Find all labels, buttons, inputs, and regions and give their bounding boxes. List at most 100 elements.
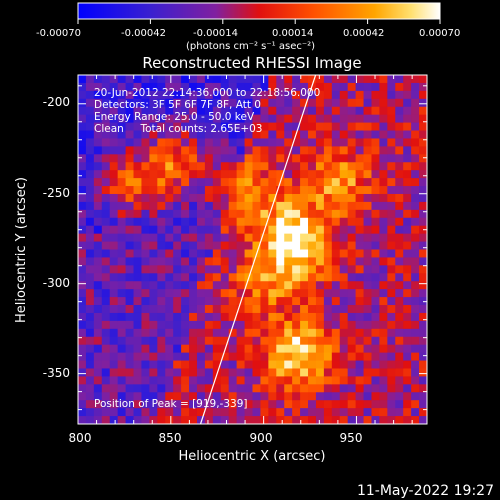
heatmap-cell [387, 114, 396, 124]
heatmap-cell [181, 186, 190, 195]
heatmap-cell [165, 360, 174, 370]
heatmap-cell [181, 241, 190, 251]
heatmap-cell [260, 162, 269, 171]
heatmap-cell [363, 320, 373, 330]
heatmap-cell [363, 90, 373, 100]
heatmap-cell [125, 225, 135, 235]
heatmap-cell [125, 320, 135, 330]
heatmap-cell [109, 82, 119, 92]
heatmap-cell [101, 75, 111, 84]
heatmap-cell [292, 249, 301, 259]
heatmap-cell [189, 82, 198, 92]
heatmap-cell [379, 368, 388, 378]
heatmap-cell [308, 312, 317, 322]
heatmap-cell [165, 408, 174, 417]
heatmap-cell [308, 265, 317, 274]
heatmap-cell [260, 201, 269, 211]
heatmap-cell [196, 114, 206, 124]
heatmap-cell [252, 376, 262, 385]
heatmap-cell [347, 384, 357, 393]
heatmap-cell [260, 360, 269, 370]
heatmap-cell [331, 305, 341, 314]
heatmap-cell [196, 320, 206, 330]
heatmap-cell [411, 289, 420, 298]
heatmap-cell [109, 241, 119, 251]
heatmap-cell [339, 328, 349, 338]
heatmap-cell [117, 154, 127, 163]
heatmap-cell [117, 416, 127, 424]
heatmap-cell [252, 233, 262, 243]
heatmap-cell [236, 138, 246, 147]
heatmap-cell [268, 186, 277, 195]
heatmap-cell [347, 312, 357, 322]
heatmap-cell [315, 400, 325, 409]
heatmap-cell [133, 368, 143, 378]
heatmap-cell [157, 344, 166, 354]
heatmap-cell [125, 400, 135, 409]
heatmap-cell [292, 320, 301, 330]
heatmap-cell [308, 193, 317, 203]
colorbar-ticks [77, 19, 441, 24]
heatmap-cell [331, 193, 341, 203]
heatmap-cell [411, 320, 420, 330]
heatmap-cell [141, 122, 150, 132]
heatmap-cell [149, 106, 158, 116]
heatmap-cell [292, 90, 301, 100]
heatmap-cell [133, 225, 143, 235]
heatmap-cell [236, 193, 246, 203]
heatmap-cell [117, 138, 127, 147]
heatmap-cell [292, 344, 301, 354]
heatmap-cell [347, 178, 357, 187]
heatmap-cell [308, 320, 317, 330]
heatmap-cell [355, 320, 365, 330]
heatmap-cell [371, 193, 381, 203]
heatmap-cell [157, 146, 166, 155]
heatmap-cell [300, 289, 309, 298]
heatmap-cell [371, 408, 381, 417]
heatmap-cell [109, 320, 119, 330]
heatmap-cell [173, 392, 182, 401]
heatmap-cell [411, 138, 420, 147]
heatmap-cell [141, 241, 150, 251]
heatmap-cell [284, 360, 293, 370]
heatmap-cell [173, 336, 182, 346]
heatmap-cell [331, 90, 341, 100]
heatmap-cell [244, 178, 254, 187]
heatmap-cell [419, 273, 427, 282]
heatmap-cell [395, 265, 404, 274]
heatmap-cell [228, 352, 238, 362]
heatmap-cell [387, 217, 396, 227]
heatmap-cell [300, 233, 309, 243]
heatmap-cell [117, 209, 127, 219]
heatmap-cell [236, 312, 246, 322]
heatmap-cell [395, 305, 404, 314]
heatmap-cell [308, 241, 317, 251]
heatmap-cell [196, 336, 206, 346]
heatmap-cell [196, 344, 206, 354]
heatmap-cell [165, 257, 174, 266]
heatmap-cell [125, 122, 135, 132]
y-tick-label: -300 [43, 276, 70, 290]
heatmap-cell [141, 281, 150, 290]
heatmap-cell [371, 98, 381, 108]
heatmap-cell [339, 368, 349, 378]
heatmap-cell [260, 328, 269, 338]
heatmap-cell [236, 352, 246, 362]
heatmap-cell [117, 178, 127, 187]
heatmap-cell [141, 257, 150, 266]
heatmap-cell [331, 154, 341, 163]
heatmap-cell [403, 289, 412, 298]
heatmap-cell [117, 249, 127, 259]
heatmap-cell [212, 154, 222, 163]
heatmap-cell [101, 376, 111, 385]
heatmap-cell [189, 281, 198, 290]
heatmap-cell [339, 209, 349, 219]
heatmap-cell [387, 138, 396, 147]
colorbar-tick-label: 0.00042 [343, 28, 384, 39]
heatmap-cell [355, 336, 365, 346]
heatmap-cell [133, 336, 143, 346]
heatmap-cell [212, 384, 222, 393]
heatmap-cell [284, 265, 293, 274]
heatmap-cell [411, 122, 420, 132]
heatmap-cell [93, 416, 103, 424]
